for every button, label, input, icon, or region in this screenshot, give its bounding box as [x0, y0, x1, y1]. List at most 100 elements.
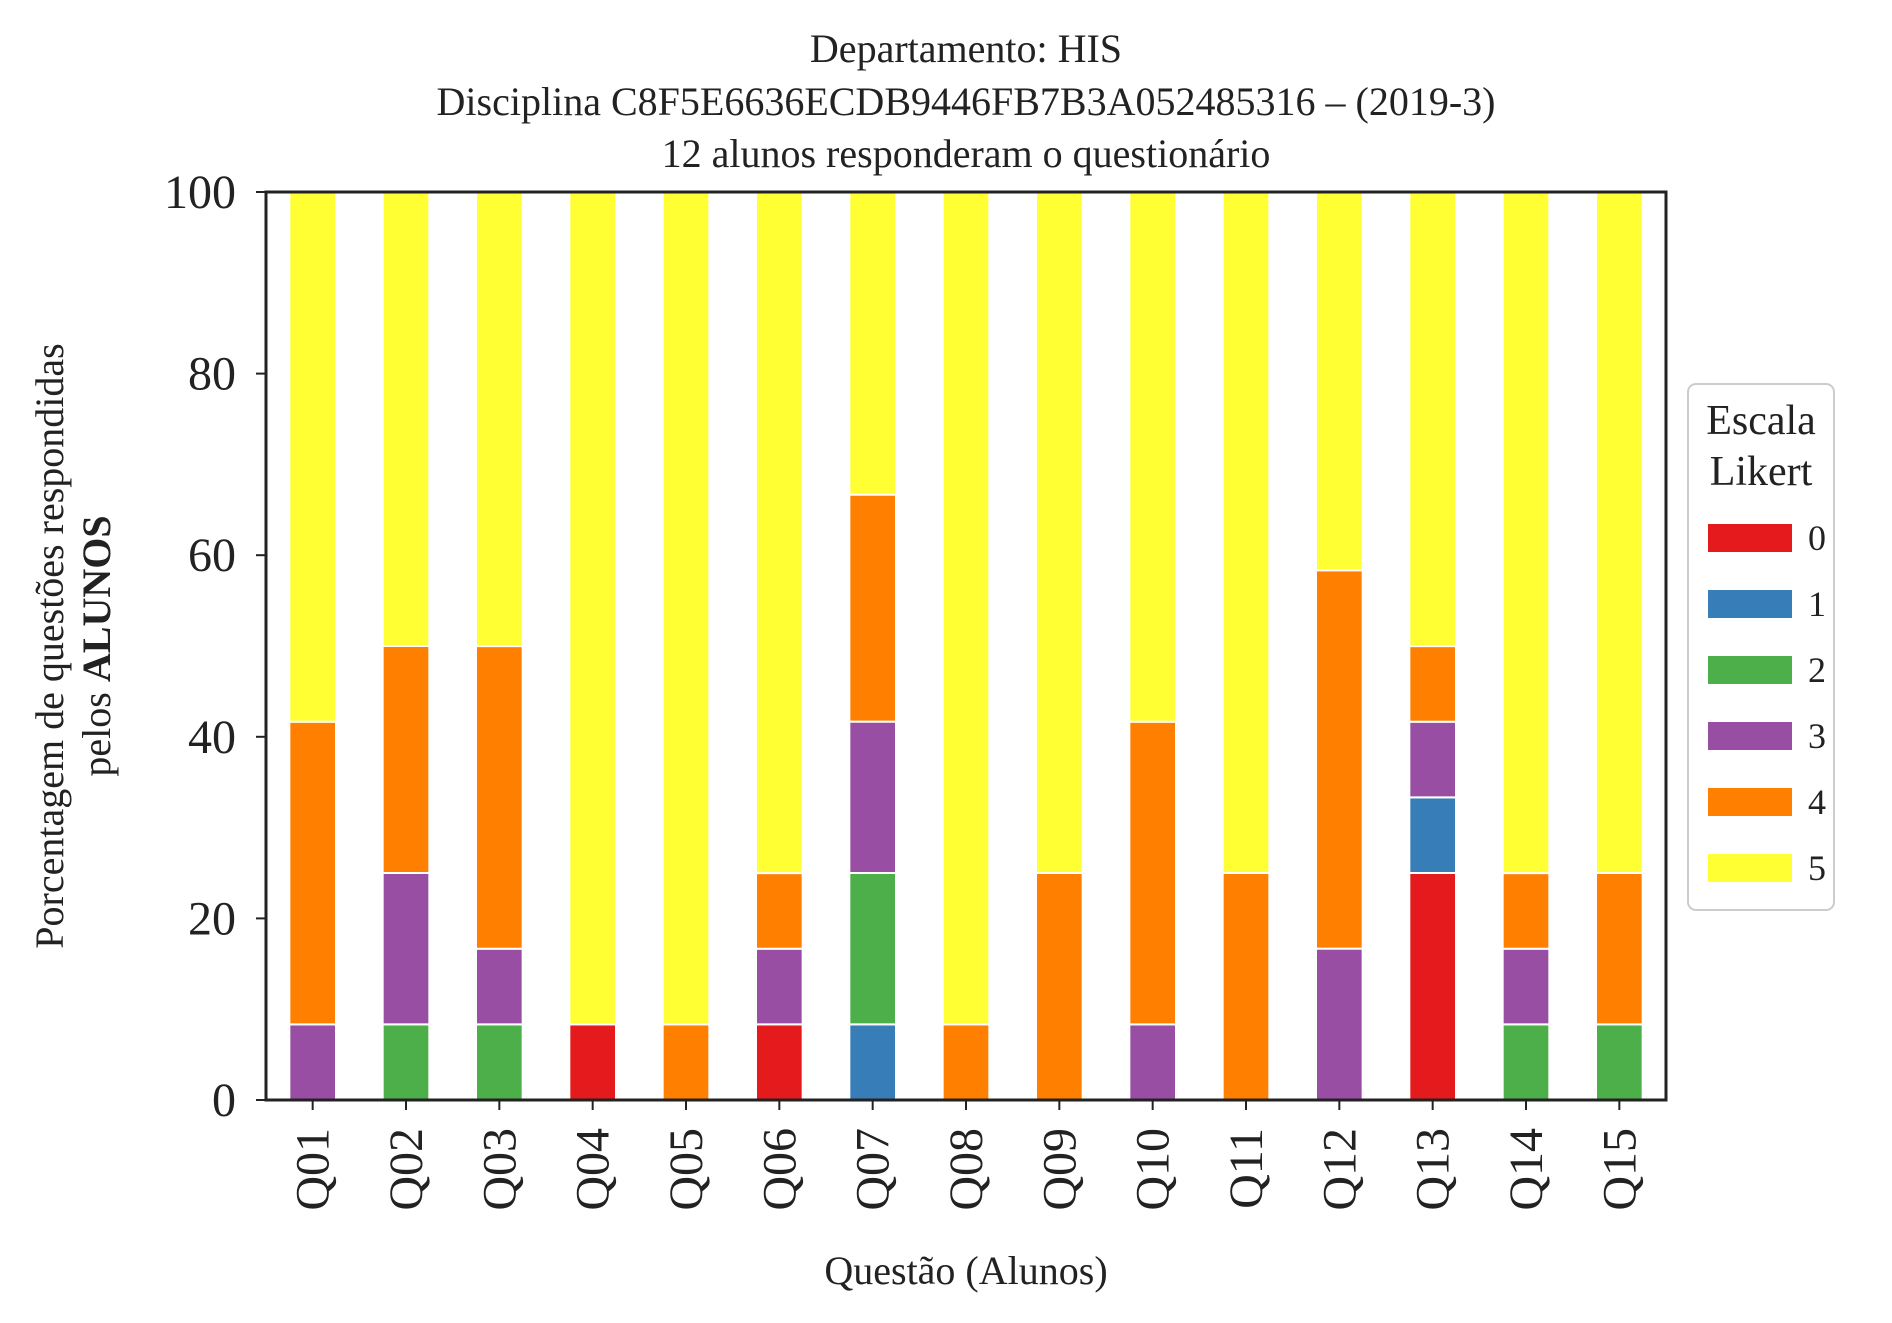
bars-group: [288, 190, 1644, 1102]
legend-label-5: 5: [1808, 848, 1826, 888]
y-tick-label: 60: [188, 529, 236, 582]
bar-Q14-level-2: [1501, 1023, 1551, 1102]
y-axis-ticks: 0 20 40 60 80 100: [164, 166, 266, 1127]
y-axis-label-line-2: pelos ALUNOS: [74, 515, 119, 776]
x-tick-label: Q12: [1313, 1128, 1366, 1211]
bar-Q13-level-3: [1408, 720, 1458, 799]
chart-title: Departamento: HIS Disciplina C8F5E6636EC…: [437, 26, 1496, 176]
x-tick-label: Q11: [1220, 1128, 1273, 1209]
legend-items: 0 1 2 3 4 5: [1708, 518, 1826, 888]
bar-Q15-level-4: [1595, 872, 1644, 1026]
x-tick-label: Q13: [1407, 1128, 1460, 1211]
bar-Q02-level-3: [381, 872, 431, 1026]
bar-Q08-level-5: [941, 191, 991, 1026]
bar-Q01-level-5: [288, 191, 338, 723]
x-tick-label: Q08: [940, 1128, 993, 1211]
bar-Q11-level-4: [1221, 872, 1271, 1101]
bar-Q03-level-4: [475, 645, 524, 950]
x-tick-label: Q01: [287, 1128, 340, 1211]
bar-Q04-level-0: [568, 1023, 617, 1102]
bar-Q05-level-5: [661, 191, 711, 1026]
bar-Q14-level-4: [1501, 872, 1551, 950]
bar-Q04-level-5: [568, 191, 617, 1026]
bar-Q14-level-3: [1501, 947, 1551, 1026]
y-axis-label-bold: ALUNOS: [74, 515, 119, 682]
title-line-2: Disciplina C8F5E6636ECDB9446FB7B3A052485…: [437, 79, 1496, 124]
bar-Q13-level-0: [1408, 872, 1458, 1101]
x-tick-label: Q05: [660, 1128, 713, 1211]
bar-Q03-level-2: [475, 1023, 524, 1102]
bar-Q10-level-3: [1128, 1023, 1178, 1102]
bar-Q07-level-3: [848, 720, 897, 875]
bar-Q07-level-1: [848, 1023, 897, 1102]
bar-Q03-level-3: [475, 947, 524, 1026]
legend-swatch-5: [1708, 854, 1792, 882]
bar-Q15-level-5: [1595, 191, 1644, 874]
bar-Q03-level-5: [475, 191, 524, 648]
x-tick-label: Q07: [847, 1128, 900, 1211]
bar-Q13-level-4: [1408, 645, 1458, 723]
y-tick-label: 40: [188, 711, 236, 764]
bar-Q10-level-5: [1128, 191, 1178, 723]
x-tick-label: Q10: [1127, 1128, 1180, 1211]
bar-Q12-level-5: [1315, 190, 1364, 572]
legend-swatch-2: [1708, 656, 1792, 684]
title-line-1: Departamento: HIS: [810, 26, 1122, 71]
x-axis-label: Questão (Alunos): [824, 1248, 1107, 1293]
bar-Q05-level-4: [661, 1023, 711, 1102]
x-tick-label: Q02: [380, 1128, 433, 1211]
y-tick-label: 0: [212, 1074, 236, 1127]
bar-Q07-level-2: [848, 872, 897, 1026]
bar-Q06-level-5: [755, 191, 804, 875]
legend-title-line-1: Escala: [1706, 398, 1816, 444]
bar-Q11-level-5: [1221, 191, 1271, 874]
x-tick-label: Q04: [567, 1128, 620, 1211]
y-tick-label: 80: [188, 348, 236, 401]
x-tick-label: Q09: [1033, 1128, 1086, 1211]
legend-box: [1687, 383, 1835, 911]
bar-Q12-level-4: [1315, 569, 1364, 950]
legend-swatch-3: [1708, 722, 1792, 750]
bar-Q02-level-5: [381, 191, 431, 647]
bar-Q01-level-4: [288, 720, 338, 1026]
y-axis-label-prefix: pelos: [74, 682, 119, 776]
bar-Q13-level-1: [1408, 796, 1458, 874]
bar-Q12-level-3: [1315, 947, 1364, 1102]
bar-Q07-level-5: [848, 191, 897, 496]
bar-Q09-level-4: [1035, 872, 1084, 1101]
bar-Q06-level-0: [755, 1023, 804, 1102]
x-axis-ticks: Q01 Q02 Q03 Q04 Q05 Q06 Q07 Q08 Q09 Q10 Q11 Q12 Q13 Q…: [287, 1100, 1646, 1211]
x-tick-label: Q03: [473, 1128, 526, 1211]
y-axis-label: Porcentagem de questões respondidas pelo…: [27, 343, 119, 948]
bar-Q06-level-4: [755, 872, 804, 950]
legend-label-1: 1: [1808, 584, 1826, 624]
legend-title-line-2: Likert: [1710, 449, 1813, 495]
bar-Q09-level-5: [1035, 191, 1084, 874]
bar-Q15-level-2: [1595, 1023, 1644, 1102]
legend-label-0: 0: [1808, 518, 1826, 558]
y-tick-label: 100: [164, 166, 236, 219]
x-tick-label: Q06: [753, 1128, 806, 1211]
legend-label-4: 4: [1808, 782, 1826, 822]
bar-Q02-level-4: [381, 645, 431, 874]
y-axis-label-line-1: Porcentagem de questões respondidas: [27, 343, 72, 948]
bar-Q10-level-4: [1128, 720, 1178, 1026]
y-tick-label: 20: [188, 892, 236, 945]
legend-swatch-1: [1708, 590, 1792, 618]
bar-Q06-level-3: [755, 947, 804, 1026]
bar-Q07-level-4: [848, 493, 897, 723]
legend-label-3: 3: [1808, 716, 1826, 756]
bar-Q08-level-4: [941, 1023, 991, 1102]
legend-label-2: 2: [1808, 650, 1826, 690]
legend-swatch-0: [1708, 524, 1792, 552]
bar-Q01-level-3: [288, 1023, 338, 1102]
title-line-3: 12 alunos responderam o questionário: [662, 131, 1271, 176]
bar-Q02-level-2: [381, 1023, 431, 1102]
bar-Q13-level-5: [1408, 191, 1458, 648]
legend: Escala Likert 0 1 2 3 4 5: [1687, 383, 1835, 911]
x-tick-label: Q14: [1500, 1128, 1553, 1211]
legend-swatch-4: [1708, 788, 1792, 816]
bar-Q14-level-5: [1501, 191, 1551, 875]
x-tick-label: Q15: [1593, 1128, 1646, 1211]
